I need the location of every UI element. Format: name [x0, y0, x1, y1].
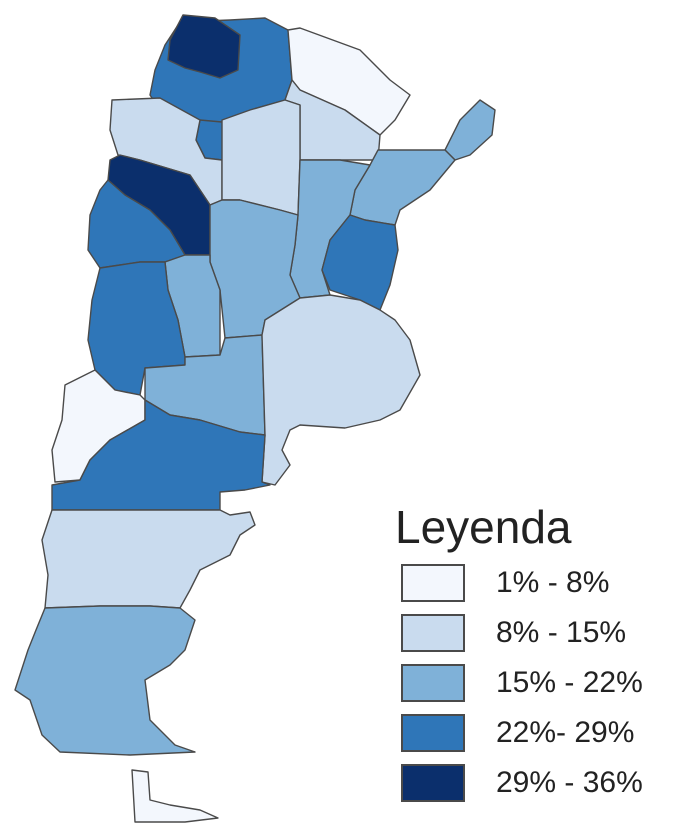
province	[14, 605, 196, 756]
province	[41, 509, 256, 609]
province	[261, 294, 421, 486]
legend-swatch	[401, 764, 465, 802]
legend-label: 22%- 29%	[496, 716, 634, 749]
legend-label: 1% - 8%	[496, 566, 609, 599]
legend-swatch	[401, 714, 465, 752]
province	[131, 769, 219, 823]
province	[51, 399, 271, 511]
legend-swatch	[401, 614, 465, 652]
province	[349, 149, 456, 226]
province	[221, 99, 301, 216]
legend-swatch	[401, 664, 465, 702]
province	[167, 14, 241, 79]
legend-label: 29% - 36%	[496, 766, 643, 799]
legend-title: Leyenda	[395, 501, 572, 553]
legend-swatch	[401, 564, 465, 602]
provinces	[14, 14, 496, 823]
legend-label: 15% - 22%	[496, 666, 643, 699]
legend-label: 8% - 15%	[496, 616, 626, 649]
province	[444, 99, 496, 161]
legend: Leyenda 1% - 8% 8% - 15% 15% - 22% 22%- 29%…	[395, 501, 643, 802]
